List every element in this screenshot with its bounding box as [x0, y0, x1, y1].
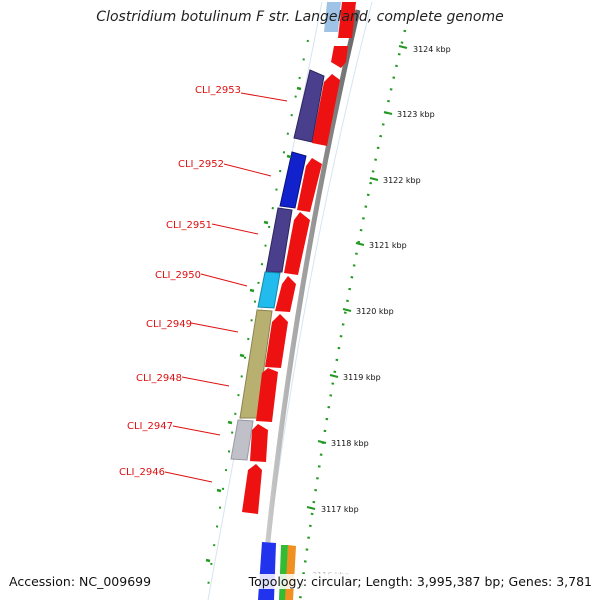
gene-cli-2950-block[interactable]: [257, 271, 281, 309]
leader-line: [211, 223, 259, 235]
kbp-label-3122: 3122 kbp: [383, 176, 421, 185]
feature-bottom-blue[interactable]: [258, 542, 276, 600]
gene-label-cli-2948: CLI_2948: [136, 373, 182, 384]
outer-tick: [227, 420, 233, 425]
kbp-label-3121: 3121 kbp: [369, 241, 407, 250]
gene-label-cli-2946: CLI_2946: [119, 467, 165, 478]
leader-line: [164, 471, 213, 483]
gene-label-cli-2947: CLI_2947: [127, 421, 173, 432]
cds-top-1[interactable]: [338, 2, 356, 38]
kbp-label-3123: 3123 kbp: [397, 110, 435, 119]
cds-cli-2946[interactable]: [242, 464, 262, 514]
kbp-major-tick: [398, 45, 408, 49]
gene-label-cli-2949: CLI_2949: [146, 319, 192, 330]
outer-tick: [263, 220, 269, 225]
cds-cli-2951[interactable]: [284, 212, 310, 275]
outer-tick: [286, 154, 292, 159]
gene-cli-2951-block[interactable]: [265, 207, 293, 273]
kbp-label-3124: 3124 kbp: [413, 45, 451, 54]
topology-text: Topology: circular; Length: 3,995,387 bp…: [248, 574, 592, 589]
outer-tick: [296, 86, 302, 91]
kbp-major-tick: [383, 111, 393, 115]
leader-line: [181, 376, 230, 387]
outer-tick: [216, 488, 222, 493]
feature-top-light[interactable]: [324, 2, 341, 32]
gene-label-cli-2953: CLI_2953: [195, 85, 241, 96]
kbp-major-tick: [342, 308, 352, 312]
kbp-label-3119: 3119 kbp: [343, 373, 381, 382]
kbp-major-tick: [369, 177, 379, 181]
gene-cli-2953-block[interactable]: [293, 69, 325, 143]
kbp-major-tick: [355, 242, 365, 246]
cds-cli-2948[interactable]: [256, 368, 278, 422]
cds-cli-2950[interactable]: [275, 276, 296, 312]
genome-backbone: [259, 9, 361, 600]
kbp-major-tick: [317, 440, 327, 444]
gene-label-group: CLI_2953 CLI_2952 CLI_2951 CLI_2950 CLI_…: [119, 85, 288, 483]
leader-line: [200, 273, 248, 287]
leader-line: [223, 163, 272, 177]
outer-tick: [249, 288, 255, 293]
gene-label-cli-2950: CLI_2950: [155, 270, 201, 281]
outer-major-ticks: [205, 86, 302, 563]
gene-label-cli-2951: CLI_2951: [166, 220, 212, 231]
cds-cli-2947[interactable]: [250, 424, 268, 462]
leader-line: [240, 92, 288, 102]
kbp-label-3118: 3118 kbp: [331, 439, 369, 448]
gene-label-cli-2952: CLI_2952: [178, 159, 224, 170]
kbp-label-3117: 3117 kbp: [321, 505, 359, 514]
gene-cli-2947-block[interactable]: [230, 419, 254, 461]
cds-cli-2952[interactable]: [297, 158, 322, 212]
outer-tick: [239, 353, 245, 358]
cds-cli-2953[interactable]: [312, 74, 340, 146]
gene-cli-2952-block[interactable]: [279, 151, 307, 209]
kbp-label-3120: 3120 kbp: [356, 307, 394, 316]
feature-tracks: [230, 2, 356, 600]
outer-tick: [205, 558, 211, 563]
map-title: Clostridium botulinum F str. Langeland, …: [96, 9, 504, 25]
kbp-major-tick: [306, 506, 316, 510]
cds-top-2[interactable]: [331, 46, 348, 68]
leader-line: [172, 425, 221, 436]
kbp-major-tick: [329, 374, 339, 378]
accession-text: Accession: NC_009699: [9, 574, 152, 589]
cds-cli-2949[interactable]: [265, 314, 288, 368]
leader-line: [190, 322, 239, 333]
